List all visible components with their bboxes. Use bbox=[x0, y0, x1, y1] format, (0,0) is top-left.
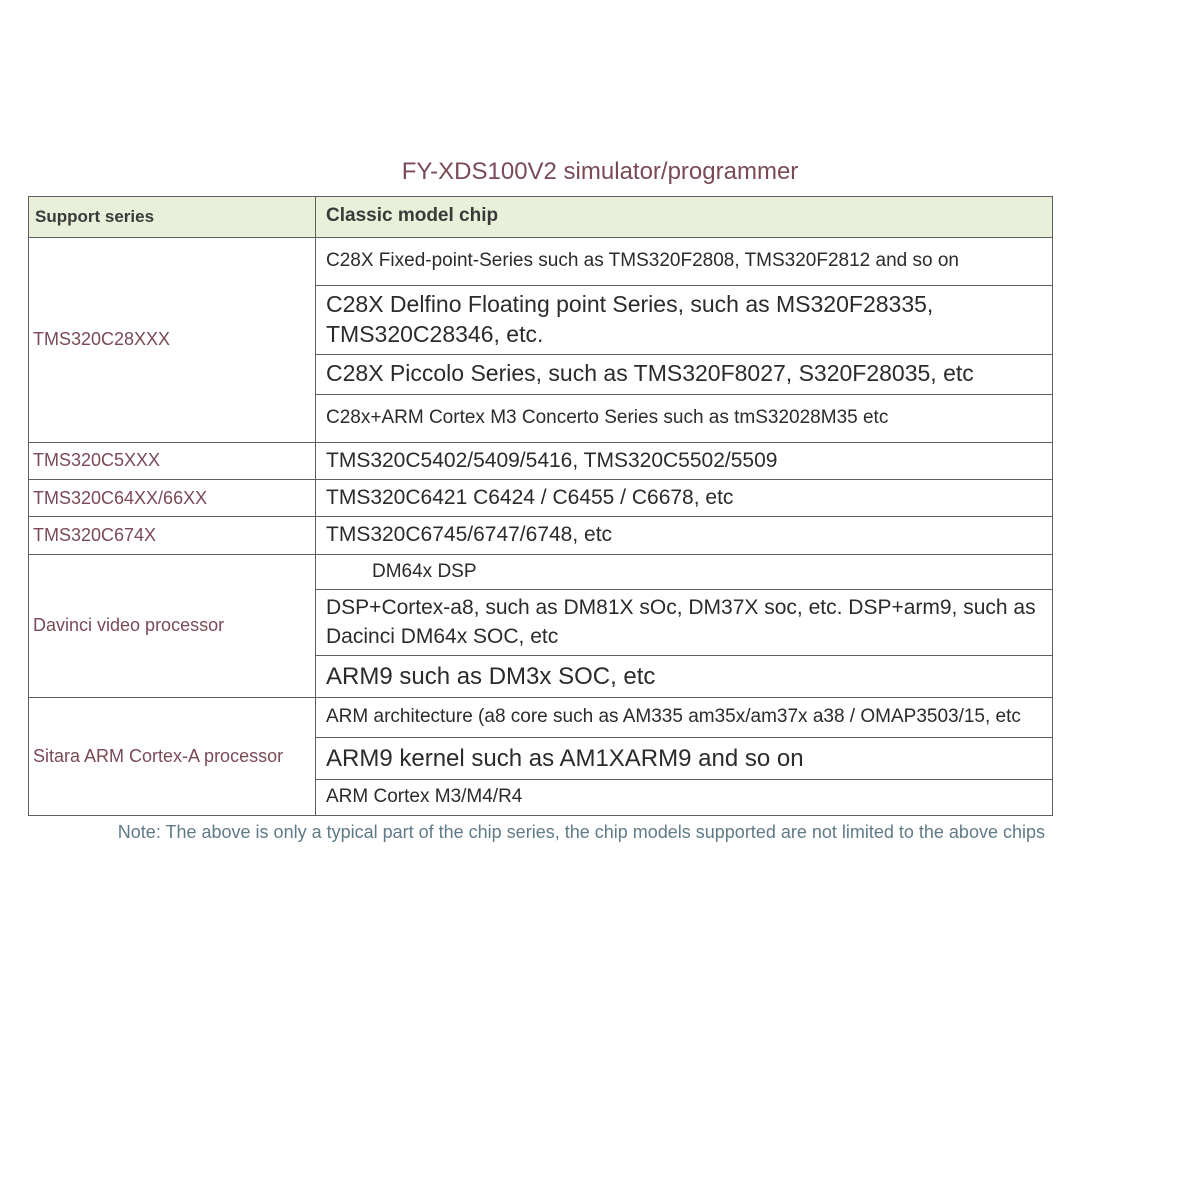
table-row: Davinci video processor DM64x DSP bbox=[29, 554, 1053, 590]
table-header-row: Support series Classic model chip bbox=[29, 197, 1053, 238]
chip-cell: TMS320C6421 C6424 / C6455 / C6678, etc bbox=[316, 480, 1053, 517]
chip-cell: TMS320C5402/5409/5416, TMS320C5502/5509 bbox=[316, 442, 1053, 479]
table-row: TMS320C674X TMS320C6745/6747/6748, etc bbox=[29, 517, 1053, 554]
series-cell: TMS320C64XX/66XX bbox=[29, 480, 316, 517]
table-row: TMS320C5XXX TMS320C5402/5409/5416, TMS32… bbox=[29, 442, 1053, 479]
chip-cell: C28x+ARM Cortex M3 Concerto Series such … bbox=[316, 394, 1053, 442]
chip-cell: ARM9 such as DM3x SOC, etc bbox=[316, 656, 1053, 698]
table-row: TMS320C64XX/66XX TMS320C6421 C6424 / C64… bbox=[29, 480, 1053, 517]
series-cell: TMS320C674X bbox=[29, 517, 316, 554]
header-support-series: Support series bbox=[29, 197, 316, 238]
chip-cell: C28X Delfino Floating point Series, such… bbox=[316, 286, 1053, 355]
series-cell: TMS320C5XXX bbox=[29, 442, 316, 479]
series-cell: Sitara ARM Cortex-A processor bbox=[29, 698, 316, 816]
table-row: TMS320C28XXX C28X Fixed-point-Series suc… bbox=[29, 238, 1053, 286]
chip-cell: C28X Piccolo Series, such as TMS320F8027… bbox=[316, 354, 1053, 394]
header-classic-model-chip: Classic model chip bbox=[316, 197, 1053, 238]
page-root: FY-XDS100V2 simulator/programmer Support… bbox=[0, 0, 1200, 1200]
table-row: Sitara ARM Cortex-A processor ARM archit… bbox=[29, 698, 1053, 738]
chip-cell: DM64x DSP bbox=[316, 554, 1053, 590]
series-cell: TMS320C28XXX bbox=[29, 238, 316, 443]
chip-cell: ARM9 kernel such as AM1XARM9 and so on bbox=[316, 738, 1053, 780]
chip-cell: ARM Cortex M3/M4/R4 bbox=[316, 780, 1053, 816]
chip-support-table: Support series Classic model chip TMS320… bbox=[28, 196, 1053, 816]
series-cell: Davinci video processor bbox=[29, 554, 316, 697]
chip-cell: C28X Fixed-point-Series such as TMS320F2… bbox=[316, 238, 1053, 286]
footnote: Note: The above is only a typical part o… bbox=[28, 816, 1053, 843]
page-title: FY-XDS100V2 simulator/programmer bbox=[0, 158, 1200, 186]
chip-cell: ARM architecture (a8 core such as AM335 … bbox=[316, 698, 1053, 738]
chip-cell: DSP+Cortex-a8, such as DM81X sOc, DM37X … bbox=[316, 590, 1053, 656]
chip-cell: TMS320C6745/6747/6748, etc bbox=[316, 517, 1053, 554]
